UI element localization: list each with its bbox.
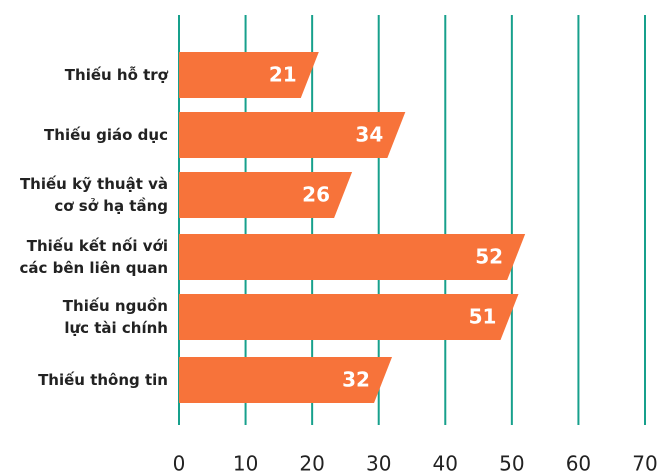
value-label: 26	[302, 183, 330, 207]
y-tick-label-line: Thiếu giáo dục	[44, 125, 168, 144]
x-tick-label: 20	[299, 452, 324, 475]
bar	[179, 112, 406, 158]
y-tick-label: Thiếu thông tin	[38, 370, 168, 389]
y-tick-label-line: Thiếu hỗ trợ	[65, 65, 169, 84]
y-tick-label: Thiếu giáo dục	[44, 125, 168, 144]
y-tick-label-line: Thiếu thông tin	[38, 370, 168, 389]
value-label: 52	[475, 245, 503, 269]
y-tick-label-line: Thiếu kết nối với	[27, 236, 168, 255]
value-label: 34	[355, 123, 383, 147]
bar	[179, 52, 319, 98]
x-tick-label: 50	[499, 452, 524, 475]
bar	[179, 234, 526, 280]
y-tick-label-line: Thiếu nguồn	[63, 296, 168, 315]
x-tick-label: 40	[433, 452, 458, 475]
x-tick-label: 10	[233, 452, 258, 475]
y-tick-label-line: lực tài chính	[64, 319, 168, 337]
value-label: 21	[269, 63, 297, 87]
y-tick-label: Thiếu kỹ thuật và cơ sở hạ tầng	[20, 174, 168, 215]
y-tick-label-line: Thiếu kỹ thuật và	[20, 174, 168, 193]
bar	[179, 294, 519, 340]
y-tick-label-line: cơ sở hạ tầng	[54, 197, 168, 215]
value-label: 32	[342, 368, 370, 392]
y-tick-label-line: các bên liên quan	[19, 259, 168, 277]
bar	[179, 357, 393, 403]
y-tick-label: Thiếu kết nối với các bên liên quan	[19, 236, 168, 277]
x-tick-label: 30	[366, 452, 391, 475]
y-tick-label: Thiếu nguồn lực tài chính	[63, 296, 168, 337]
bar	[179, 172, 353, 218]
x-tick-label: 0	[173, 452, 186, 475]
x-tick-label: 60	[566, 452, 591, 475]
value-label: 51	[469, 305, 497, 329]
x-tick-label: 70	[632, 452, 657, 475]
y-tick-label: Thiếu hỗ trợ	[65, 65, 169, 84]
